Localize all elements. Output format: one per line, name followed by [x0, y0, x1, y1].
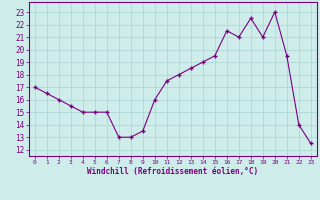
X-axis label: Windchill (Refroidissement éolien,°C): Windchill (Refroidissement éolien,°C): [87, 167, 258, 176]
